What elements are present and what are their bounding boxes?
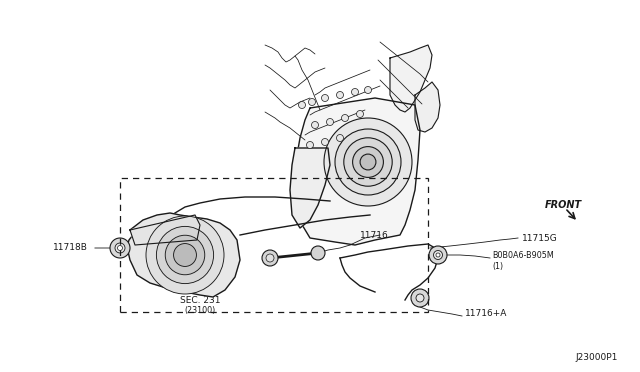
Circle shape [429, 246, 447, 264]
Text: 11715G: 11715G [522, 234, 557, 243]
Circle shape [411, 289, 429, 307]
Text: SEC. 231: SEC. 231 [180, 296, 220, 305]
Text: 11716+A: 11716+A [465, 310, 508, 318]
Circle shape [307, 141, 314, 148]
Circle shape [118, 246, 122, 250]
Circle shape [298, 102, 305, 109]
Polygon shape [390, 45, 432, 112]
Polygon shape [127, 213, 240, 297]
Circle shape [351, 89, 358, 96]
Circle shape [321, 138, 328, 145]
Circle shape [156, 227, 214, 283]
Circle shape [337, 135, 344, 141]
Circle shape [262, 250, 278, 266]
Text: (1): (1) [492, 262, 503, 270]
Circle shape [365, 87, 371, 93]
Text: B0B0A6-B905M: B0B0A6-B905M [492, 251, 554, 260]
Polygon shape [415, 82, 440, 132]
Text: 11718B: 11718B [53, 244, 88, 253]
Text: 11716: 11716 [360, 231, 388, 240]
Circle shape [416, 294, 424, 302]
Text: FRONT: FRONT [545, 200, 582, 210]
Circle shape [321, 94, 328, 102]
Circle shape [308, 99, 316, 106]
Circle shape [115, 243, 125, 253]
Circle shape [324, 118, 412, 206]
Text: (23100): (23100) [184, 306, 216, 315]
Circle shape [311, 246, 325, 260]
Circle shape [326, 119, 333, 125]
Bar [120, 178, 428, 312]
Circle shape [360, 154, 376, 170]
Circle shape [146, 216, 224, 294]
Polygon shape [290, 148, 330, 228]
Circle shape [110, 238, 130, 258]
Polygon shape [130, 215, 200, 245]
Circle shape [266, 254, 274, 262]
Circle shape [433, 250, 442, 260]
Circle shape [342, 115, 349, 122]
Circle shape [165, 235, 205, 275]
Circle shape [356, 110, 364, 118]
Circle shape [344, 138, 392, 186]
Circle shape [335, 129, 401, 195]
Polygon shape [295, 98, 420, 245]
Circle shape [312, 122, 319, 128]
Circle shape [353, 147, 383, 177]
Circle shape [436, 253, 440, 257]
Circle shape [337, 92, 344, 99]
Text: J23000P1: J23000P1 [575, 353, 618, 362]
Circle shape [173, 244, 196, 266]
